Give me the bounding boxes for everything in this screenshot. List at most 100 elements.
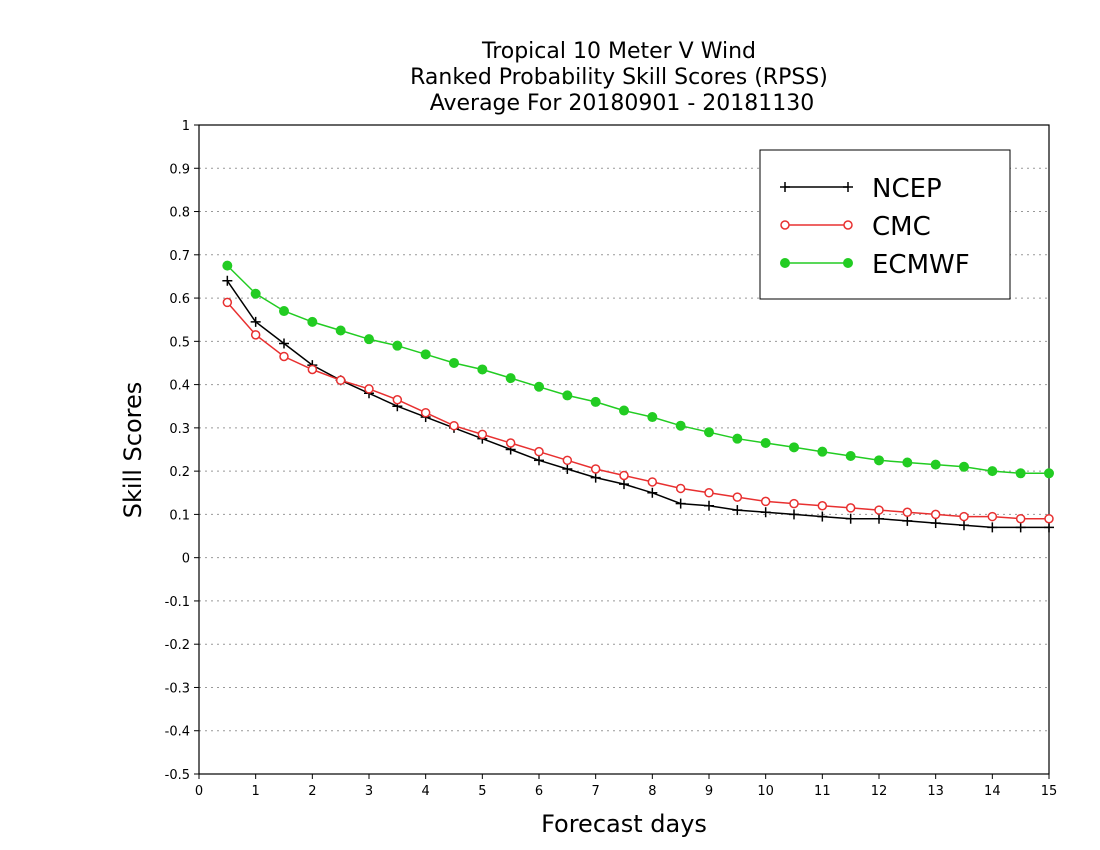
data-point-ecmwf — [534, 381, 544, 392]
data-point-ncep — [562, 463, 573, 474]
data-point-cmc — [392, 394, 403, 405]
legend-label-ecmwf: ECMWF — [872, 250, 970, 280]
chart-title-line-3: Average For 20180901 - 20181130 — [430, 91, 815, 116]
chart-title-line-1: Tropical 10 Meter V Wind — [481, 39, 756, 64]
series-line-ncep — [226, 280, 1049, 529]
data-point-cmc — [817, 500, 828, 511]
data-point-ecmwf — [675, 420, 686, 431]
data-point-ecmwf — [930, 459, 941, 470]
data-point-cmc — [534, 446, 544, 457]
data-point-cmc — [307, 364, 318, 375]
data-point-ncep — [534, 455, 544, 466]
data-point-ecmwf — [789, 442, 799, 453]
x-tick-label: 5 — [478, 784, 486, 799]
data-point-ecmwf — [420, 349, 431, 360]
series-line-cmc — [226, 301, 1049, 520]
data-point-ecmwf — [817, 446, 828, 457]
x-tick-label: 0 — [195, 784, 203, 799]
y-tick-label: -0.4 — [165, 725, 190, 740]
data-point-ncep — [704, 500, 714, 511]
y-tick-label: 1 — [182, 119, 190, 134]
legend-marker-ncep — [843, 182, 853, 192]
legend: NCEP CMC ECMWF — [759, 149, 1011, 300]
data-series — [222, 260, 1054, 533]
legend-label-ncep: NCEP — [872, 174, 942, 204]
data-point-ecmwf — [1044, 468, 1054, 479]
x-tick-label: 8 — [648, 784, 656, 799]
y-tick-label: 0.6 — [169, 292, 190, 307]
y-axis-ticks: -0.5 -0.4 -0.3 -0.2 -0.1 0 0.1 0.2 0.3 0.4 0.5 0.6 0… — [165, 119, 199, 783]
data-point-ncep — [760, 507, 771, 518]
data-point-ecmwf — [392, 340, 403, 351]
data-point-ecmwf — [477, 364, 488, 375]
y-tick-label: 0.9 — [169, 162, 190, 177]
data-point-ncep — [675, 498, 686, 509]
data-point-cmc — [364, 384, 374, 394]
x-tick-label: 7 — [592, 784, 600, 799]
x-tick-label: 12 — [871, 784, 888, 799]
data-point-cmc — [959, 511, 969, 522]
x-tick-label: 11 — [814, 784, 831, 799]
legend-label-cmc: CMC — [872, 212, 931, 242]
data-point-ecmwf — [874, 455, 884, 466]
chart-title: Tropical 10 Meter V Wind Ranked Probabil… — [410, 39, 828, 116]
data-point-ncep — [1015, 522, 1026, 533]
x-tick-label: 9 — [705, 784, 713, 799]
data-point-cmc — [647, 477, 658, 487]
x-axis-label: Forecast days — [541, 810, 707, 838]
legend-marker-ecmwf — [843, 258, 853, 268]
data-point-ecmwf — [222, 260, 233, 271]
x-tick-label: 14 — [984, 784, 1001, 799]
y-tick-label: 0.1 — [169, 508, 190, 523]
data-point-cmc — [590, 464, 601, 474]
series-ncep — [222, 275, 1054, 533]
x-tick-label: 1 — [252, 784, 260, 799]
data-point-ncep — [930, 518, 941, 529]
data-point-ncep — [987, 522, 998, 533]
data-point-ecmwf — [987, 466, 998, 477]
x-tick-label: 2 — [308, 784, 316, 799]
data-point-ncep — [817, 511, 828, 522]
data-point-cmc — [562, 455, 573, 466]
data-point-ncep — [874, 513, 884, 524]
data-point-ncep — [222, 275, 233, 286]
data-point-ecmwf — [959, 461, 969, 472]
data-point-cmc — [845, 503, 856, 513]
x-tick-label: 10 — [757, 784, 774, 799]
data-point-ecmwf — [704, 427, 714, 438]
data-point-ecmwf — [732, 433, 743, 444]
series-ecmwf — [222, 260, 1054, 479]
y-tick-label: 0.2 — [169, 465, 190, 480]
data-point-cmc — [335, 375, 346, 386]
data-point-ncep — [789, 509, 799, 520]
data-point-ncep — [250, 316, 261, 327]
data-point-cmc — [987, 511, 998, 522]
data-point-ecmwf — [760, 438, 771, 449]
data-point-cmc — [704, 488, 714, 498]
data-point-cmc — [1015, 513, 1026, 524]
data-point-ecmwf — [505, 373, 516, 384]
data-point-ecmwf — [307, 316, 318, 327]
y-tick-label: 0.4 — [169, 379, 190, 394]
data-point-ecmwf — [590, 396, 601, 407]
legend-marker-cmc — [843, 220, 853, 230]
data-point-ecmwf — [562, 390, 573, 401]
data-point-ecmwf — [250, 288, 261, 299]
data-point-cmc — [279, 351, 289, 362]
data-point-cmc — [874, 505, 884, 515]
y-tick-label: -0.3 — [165, 681, 190, 696]
data-point-ncep — [619, 479, 629, 490]
data-point-ncep — [845, 513, 856, 524]
data-point-cmc — [675, 483, 686, 494]
data-point-ecmwf — [1015, 468, 1026, 479]
data-point-cmc — [760, 496, 771, 507]
x-tick-label: 6 — [535, 784, 543, 799]
data-point-cmc — [477, 429, 488, 440]
data-point-ncep — [902, 515, 913, 526]
data-point-cmc — [930, 509, 941, 520]
data-point-cmc — [1044, 513, 1054, 524]
data-point-cmc — [420, 407, 431, 418]
data-point-ncep — [1044, 522, 1054, 533]
series-cmc — [222, 297, 1054, 524]
